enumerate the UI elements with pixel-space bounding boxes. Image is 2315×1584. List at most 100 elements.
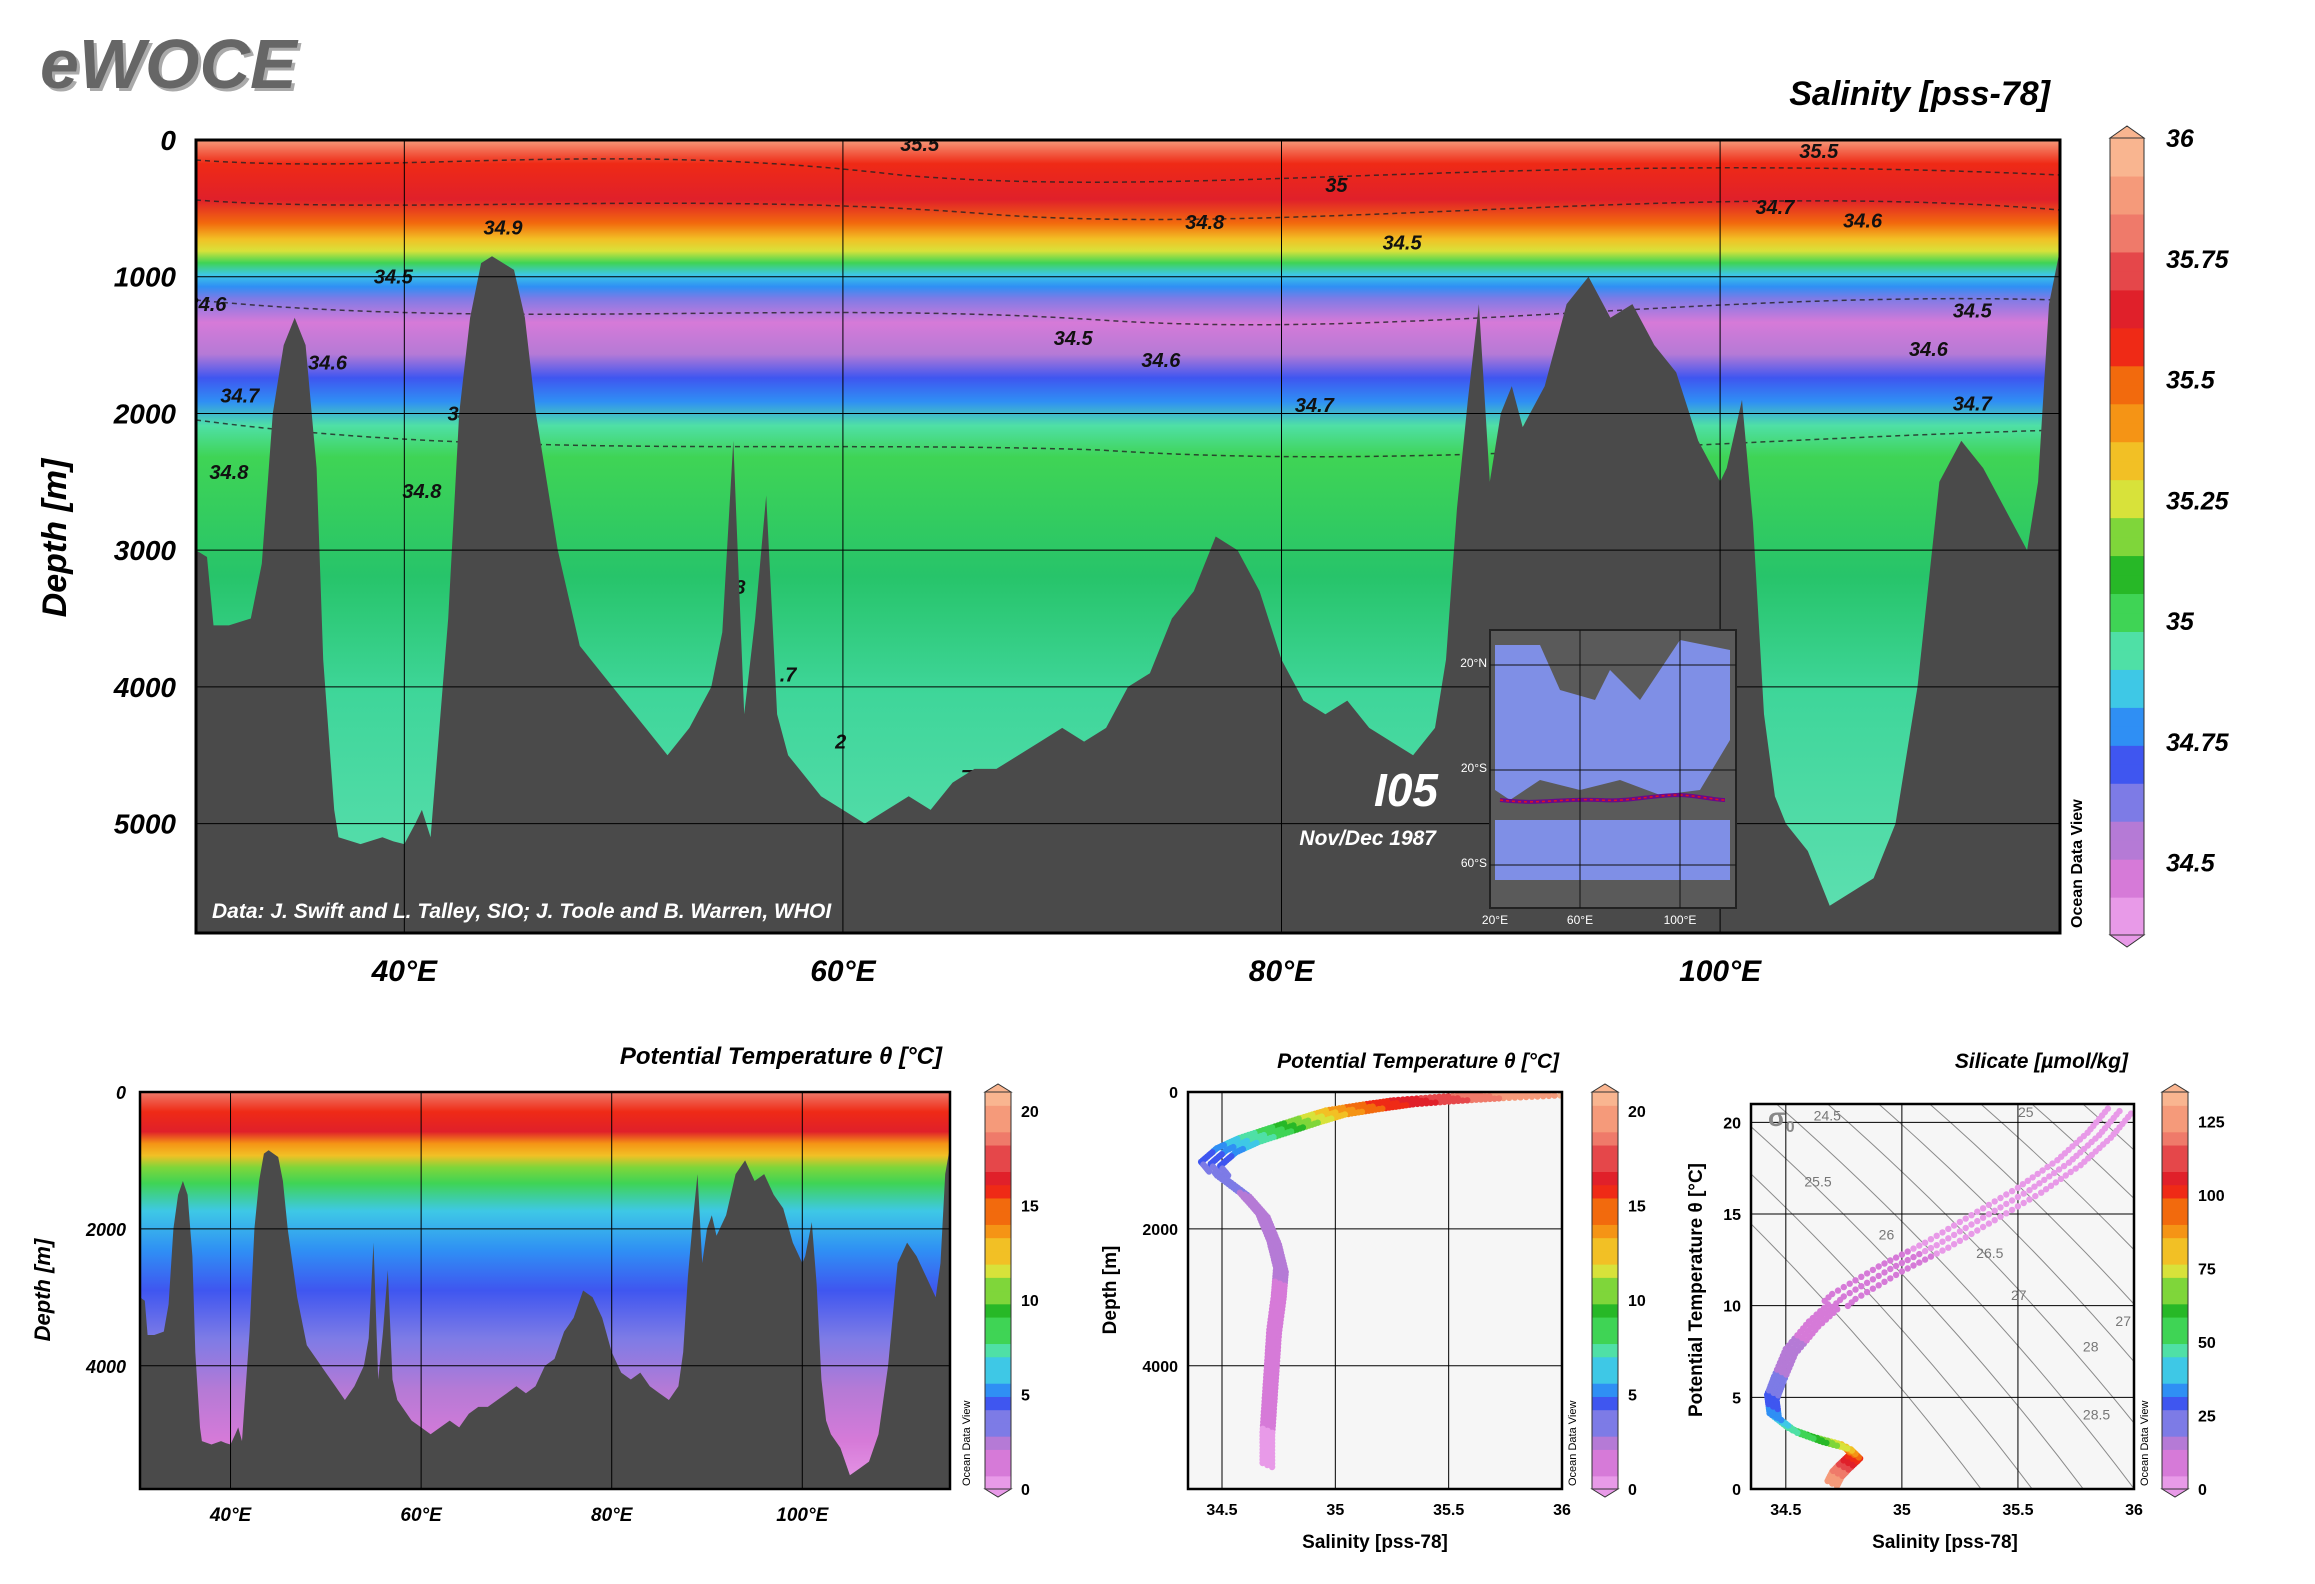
ts-point-288 bbox=[1829, 1290, 1836, 1298]
ts-point-332 bbox=[1933, 1250, 1940, 1257]
theta-colorbar-seg-27 bbox=[985, 1118, 1011, 1133]
section-date: Nov/Dec 1987 bbox=[1299, 827, 1437, 850]
main-colorbar: 34.5 34.75 35 35.25 35.5 35.75 36 Ocean Data V… bbox=[2069, 125, 2230, 948]
profile-colorbar-bottom-cap bbox=[1590, 1488, 1620, 1498]
ts-colorbar: 0 25 50 75 100 125 bbox=[2160, 1083, 2225, 1499]
main-colorbar-seg-26 bbox=[2110, 422, 2144, 443]
ts-point-317 bbox=[1904, 1265, 1911, 1272]
ts-point-337 bbox=[1933, 1242, 1940, 1249]
ts-point-281 bbox=[1834, 1306, 1841, 1313]
ts-isopycnal-10 bbox=[2133, 1104, 2134, 1105]
ts-point-292 bbox=[1846, 1289, 1853, 1297]
ts-point-301 bbox=[1863, 1279, 1871, 1287]
theta-colorbar-tick-0: 0 bbox=[1021, 1482, 1030, 1499]
profile-plot-field bbox=[1188, 1092, 1562, 1489]
ts-plot-field bbox=[1751, 1104, 2134, 1489]
main-colorbar-seg-34 bbox=[2110, 270, 2144, 291]
main-y-axis-label: Depth [m] bbox=[36, 457, 74, 617]
profile-y-tick-0: 0 bbox=[1169, 1085, 1178, 1102]
inset-lat-20n: 20°N bbox=[1460, 656, 1487, 670]
ts-colorbar-seg-19 bbox=[2162, 1224, 2188, 1239]
ts-point-356 bbox=[1979, 1223, 1987, 1231]
ts-colorbar-watermark: Ocean Data View bbox=[2139, 1401, 2151, 1486]
main-contour-label-22: .7 bbox=[780, 664, 798, 686]
ts-point-349 bbox=[1956, 1228, 1964, 1235]
main-colorbar-seg-40 bbox=[2110, 156, 2144, 177]
main-colorbar-seg-37 bbox=[2110, 213, 2144, 234]
ts-x-tick-34.5: 34.5 bbox=[1770, 1502, 1801, 1519]
ts-colorbar-seg-3 bbox=[2162, 1436, 2188, 1450]
profile-colorbar-seg-5 bbox=[1592, 1409, 1618, 1424]
main-y-tick-2000: 2000 bbox=[113, 398, 177, 429]
main-colorbar-seg-9 bbox=[2110, 745, 2144, 765]
ts-point-293 bbox=[1858, 1292, 1865, 1299]
profile-x-tick-34.5: 34.5 bbox=[1206, 1502, 1237, 1519]
profile-colorbar-seg-15 bbox=[1592, 1277, 1618, 1292]
theta-colorbar-seg-18 bbox=[985, 1237, 1011, 1252]
ts-point-377 bbox=[2020, 1199, 2027, 1207]
ts-point-328 bbox=[1916, 1250, 1923, 1258]
ts-point-324 bbox=[1898, 1251, 1906, 1258]
profile-x-axis-label: Salinity [pss-78] bbox=[1302, 1532, 1448, 1553]
main-contour-label-15: 34.7 bbox=[220, 386, 260, 408]
ts-point-296 bbox=[1863, 1288, 1871, 1296]
main-contour-label-23: 2 bbox=[834, 731, 846, 753]
profile-colorbar-seg-26 bbox=[1592, 1131, 1618, 1146]
main-contour-label-10: 34.5 bbox=[1054, 328, 1094, 350]
profile-colorbar-seg-20 bbox=[1592, 1211, 1618, 1225]
ts-point-297 bbox=[1846, 1280, 1853, 1287]
theta-colorbar-seg-8 bbox=[985, 1369, 1011, 1384]
ts-point-454 bbox=[2116, 1107, 2123, 1115]
ts-point-321 bbox=[1892, 1254, 1900, 1261]
ts-point-319 bbox=[1898, 1259, 1906, 1267]
ts-point-361 bbox=[1979, 1214, 1987, 1221]
main-colorbar-seg-30 bbox=[2110, 346, 2144, 367]
theta-colorbar-seg-11 bbox=[985, 1330, 1011, 1345]
theta-colorbar-seg-19 bbox=[985, 1224, 1011, 1239]
profile-y-tick-4000: 4000 bbox=[1142, 1359, 1178, 1376]
ts-point-350 bbox=[1968, 1230, 1975, 1238]
main-colorbar-seg-41 bbox=[2110, 138, 2144, 158]
ts-y-tick-10: 10 bbox=[1723, 1299, 1741, 1316]
profile-colorbar-seg-18 bbox=[1592, 1237, 1618, 1252]
ts-point-385 bbox=[2026, 1187, 2033, 1194]
ts-colorbar-seg-24 bbox=[2162, 1158, 2188, 1172]
ts-isopycnal-label-4: 26.5 bbox=[1976, 1245, 2003, 1261]
main-gridlines bbox=[196, 140, 2060, 933]
theta-colorbar-seg-20 bbox=[985, 1211, 1011, 1225]
ts-colorbar-seg-26 bbox=[2162, 1131, 2188, 1146]
ts-point-352 bbox=[1962, 1224, 1969, 1232]
ts-point-331 bbox=[1921, 1247, 1929, 1255]
ts-colorbar-seg-9 bbox=[2162, 1356, 2188, 1371]
main-chart-title: Salinity [pss-78] bbox=[1789, 75, 2051, 113]
profile-point-5 bbox=[1551, 1092, 1558, 1099]
profile-point-74 bbox=[1436, 1099, 1444, 1106]
ts-colorbar-tick-5: 125 bbox=[2198, 1114, 2225, 1131]
profile-title: Potential Temperature θ [°C] bbox=[1277, 1050, 1560, 1073]
profile-colorbar-seg-6 bbox=[1592, 1396, 1618, 1411]
ts-point-371 bbox=[2008, 1206, 2016, 1214]
ts-sigma-label: σ0 bbox=[1768, 1102, 1795, 1136]
main-colorbar-seg-22 bbox=[2110, 498, 2144, 519]
profile-point-23 bbox=[1517, 1094, 1524, 1101]
ts-colorbar-seg-11 bbox=[2162, 1330, 2188, 1345]
brand-logo: eWOCE bbox=[40, 25, 299, 103]
profile-colorbar-top-cap bbox=[1590, 1083, 1620, 1093]
main-colorbar-tick-1: 34.75 bbox=[2166, 729, 2230, 757]
theta-colorbar-seg-25 bbox=[985, 1144, 1011, 1159]
ts-point-363 bbox=[1974, 1208, 1981, 1215]
ts-point-362 bbox=[1991, 1217, 1998, 1224]
ts-colorbar-seg-27 bbox=[2162, 1118, 2188, 1133]
main-contour-label-13: 34.6 bbox=[1141, 350, 1181, 372]
profile-colorbar-seg-12 bbox=[1592, 1316, 1618, 1331]
ts-point-347 bbox=[1962, 1234, 1969, 1241]
main-colorbar-bottom-cap bbox=[2108, 934, 2146, 948]
theta-seafloor bbox=[140, 1146, 950, 1489]
ts-point-342 bbox=[1933, 1232, 1940, 1240]
main-colorbar-seg-27 bbox=[2110, 403, 2144, 424]
ts-point-315 bbox=[1881, 1260, 1888, 1267]
profile-colorbar-seg-16 bbox=[1592, 1264, 1618, 1278]
theta-section-title: Potential Temperature θ [°C] bbox=[620, 1043, 943, 1070]
main-colorbar-seg-28 bbox=[2110, 384, 2144, 405]
ts-x-tick-35.5: 35.5 bbox=[2002, 1502, 2033, 1519]
